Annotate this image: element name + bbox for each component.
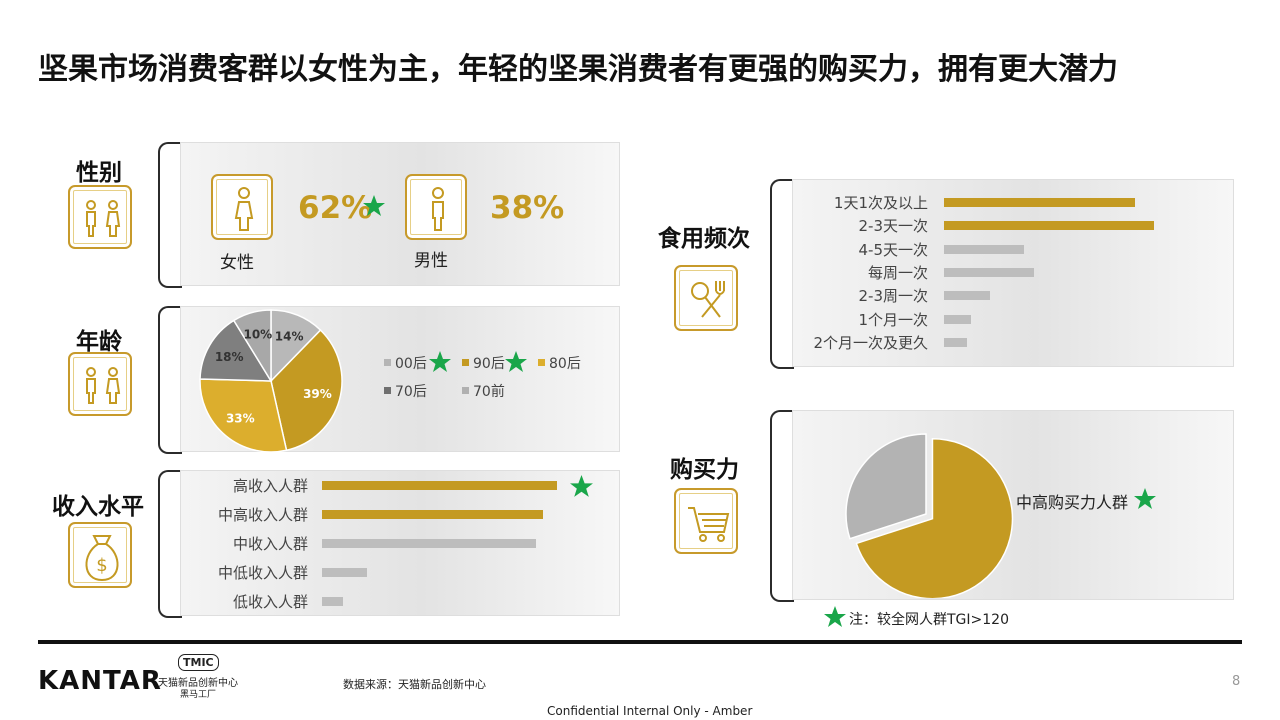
legend-swatch <box>462 387 469 394</box>
bar-category-label: 1个月一次 <box>858 310 928 329</box>
bar-category-label: 1天1次及以上 <box>833 194 928 212</box>
legend-swatch <box>384 387 391 394</box>
tmic-logo: TMIC 天猫新品创新中心 黑马工厂 <box>158 654 248 700</box>
bar <box>944 244 1024 254</box>
legend-swatch <box>538 359 545 366</box>
tgi-note: 注：较全网人群TGI>120 <box>849 612 1009 628</box>
page-title: 坚果市场消费客群以女性为主，年轻的坚果消费者有更强的购买力，拥有更大潜力 <box>38 52 1118 87</box>
bar-category-label: 高收入人群 <box>232 477 308 495</box>
female-percentage: 62% <box>298 190 373 226</box>
purchase-section-label: 购买力 <box>670 457 739 483</box>
age-90s-star-icon <box>505 351 527 372</box>
bar <box>944 291 991 301</box>
pie-data-label-3: 33% <box>226 411 255 425</box>
shopping-cart-icon <box>674 488 738 554</box>
pie-data-label-4: 18% <box>215 350 244 364</box>
utensils-icon <box>674 265 738 331</box>
bar <box>944 267 1035 277</box>
pie-data-label-5: 10% <box>243 328 272 342</box>
age-section-label: 年龄 <box>76 329 122 355</box>
legend-label: 80后 <box>549 356 581 372</box>
frequency-bracket <box>770 179 794 369</box>
bar <box>322 568 367 577</box>
male-percentage: 38% <box>490 190 565 226</box>
pie-slice-1 <box>855 437 1014 598</box>
money-bag-icon: $ <box>68 522 132 588</box>
bar <box>944 314 972 324</box>
income-section-label: 收入水平 <box>52 494 144 520</box>
legend-label: 00后 <box>395 356 427 372</box>
bar-category-label: 2个月一次及更久 <box>813 333 928 352</box>
tmic-badge: TMIC <box>178 654 219 671</box>
legend-swatch <box>384 359 391 366</box>
male-label: 男性 <box>414 251 448 271</box>
bar <box>944 221 1154 231</box>
gender-bracket <box>158 142 182 288</box>
frequency-section-label: 食用频次 <box>658 226 750 252</box>
legend-label: 90后 <box>473 356 505 372</box>
female-star-icon <box>363 195 385 216</box>
legend-label: 70前 <box>473 384 505 400</box>
pie-slice-2 <box>845 433 927 540</box>
bar <box>322 597 344 606</box>
bar <box>322 481 557 490</box>
bar-category-label: 2-3天一次 <box>858 217 929 236</box>
bar <box>944 337 968 347</box>
svg-text:$: $ <box>96 555 107 576</box>
income-high-star-icon <box>570 475 593 497</box>
bar <box>322 510 543 519</box>
purchase-segment-label: 中高购买力人群 <box>1016 493 1129 512</box>
gender-section-label: 性别 <box>76 160 122 186</box>
bar-category-label: 中低收入人群 <box>217 564 308 582</box>
footer-rule <box>38 640 1242 644</box>
pie-data-label-1: 14% <box>275 329 304 343</box>
age-bracket <box>158 306 182 454</box>
gender-people-icon <box>68 185 132 249</box>
note-star-icon <box>824 606 846 627</box>
female-label: 女性 <box>220 253 254 273</box>
data-source: 数据来源：天猫新品创新中心 <box>343 678 486 691</box>
pie-data-label-2: 39% <box>303 387 332 401</box>
age-pie-chart: 14% 39% 33% 18% 10% <box>199 309 343 453</box>
legend-label: 70后 <box>395 384 427 400</box>
bar <box>944 198 1136 207</box>
female-icon <box>211 174 273 240</box>
bar-category-label: 中高收入人群 <box>217 506 308 524</box>
confidential-label: Confidential Internal Only - Amber <box>547 704 753 718</box>
purchase-pie-chart <box>845 433 1014 598</box>
bar <box>322 539 536 548</box>
purchase-star-icon <box>1134 488 1156 509</box>
bar-category-label: 低收入人群 <box>232 593 308 611</box>
tmic-line2: 黑马工厂 <box>180 690 217 700</box>
pie-slice-4 <box>199 319 273 382</box>
age-00s-star-icon <box>429 351 451 372</box>
pie-slice-5 <box>232 309 272 384</box>
bar-category-label: 每周一次 <box>867 263 928 282</box>
bar-category-label: 4-5天一次 <box>858 240 929 259</box>
kantar-logo: KANTAR <box>38 666 162 696</box>
pie-slice-2 <box>270 329 343 452</box>
male-icon <box>405 174 467 240</box>
income-bracket <box>158 470 182 618</box>
pie-slice-3 <box>199 378 288 453</box>
tmic-line1: 天猫新品创新中心 <box>158 678 238 689</box>
page-number: 8 <box>1232 674 1241 689</box>
bar-category-label: 中收入人群 <box>232 535 308 553</box>
bar-category-label: 2-3周一次 <box>858 287 929 306</box>
purchase-bracket <box>770 410 794 602</box>
age-people-icon <box>68 352 132 416</box>
legend-swatch <box>462 359 469 366</box>
